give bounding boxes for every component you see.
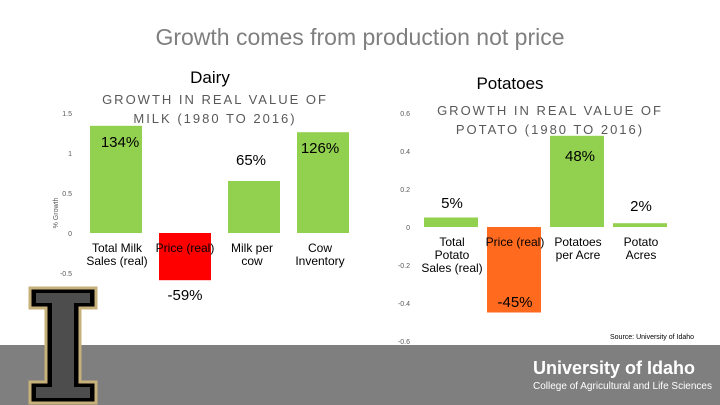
- dairy-category-label: Total Milk Sales (real): [86, 241, 147, 268]
- potato-bar-3: [550, 135, 604, 227]
- university-i-logo: [28, 286, 98, 405]
- dairy-bar-1: [90, 125, 142, 233]
- dairy-ytick-label: 1: [68, 151, 72, 158]
- dairy-chart-subtitle: GROWTH IN REAL VALUE OF MILK (1980 TO 20…: [102, 92, 328, 126]
- dairy-bar-3: [228, 181, 280, 233]
- potato-ytick-label: -0.2: [398, 263, 410, 270]
- dairy-category-label: Cow Inventory: [295, 241, 344, 268]
- potato-category-label: Total Potato Sales (real): [421, 235, 482, 275]
- dairy-category-label: Price (real): [156, 241, 215, 255]
- potato-ytick-label: 0.4: [400, 149, 410, 156]
- potato-data-label: -45%: [497, 294, 532, 311]
- potato-bar-1: [424, 217, 478, 227]
- dairy-data-label: 134%: [101, 134, 139, 151]
- potato-data-label: 48%: [565, 148, 595, 165]
- university-name: University of Idaho: [533, 358, 696, 378]
- potato-ytick-label: 0: [406, 225, 410, 232]
- potato-data-label: 5%: [441, 195, 463, 212]
- potato-chart-subtitle: GROWTH IN REAL VALUE OF POTATO (1980 TO …: [437, 103, 663, 137]
- dairy-bar-2: [159, 233, 211, 281]
- potato-ytick-label: -0.6: [398, 339, 410, 346]
- potato-category-label: Potatoes per Acre: [554, 235, 601, 262]
- potato-data-label: 2%: [630, 198, 652, 215]
- potato-bar-2: [487, 227, 541, 313]
- potato-category-label: Potato Acres: [624, 235, 659, 262]
- dairy-ytick-label: 1.5: [62, 111, 72, 118]
- potato-category-label: Price (real): [486, 235, 545, 249]
- dairy-ylabel: % Growth: [53, 198, 60, 229]
- dairy-ytick-label: -0.5: [60, 271, 72, 278]
- potato-ytick-label: -0.4: [398, 301, 410, 308]
- dairy-data-label: 65%: [236, 152, 266, 169]
- potato-ytick-label: 0.2: [400, 187, 410, 194]
- college-name: College of Agricultural and Life Science…: [533, 381, 712, 392]
- page-title: Growth comes from production not price: [155, 24, 565, 50]
- dairy-ytick-label: 0: [68, 231, 72, 238]
- potato-bar-4: [613, 223, 667, 227]
- footer-band: [0, 345, 720, 405]
- potato-chart-title: Potatoes: [476, 74, 544, 93]
- dairy-category-label: Milk per cow: [231, 241, 273, 268]
- potato-ytick-label: 0.6: [400, 111, 410, 118]
- dairy-bar-4: [297, 132, 349, 233]
- dairy-data-label: 126%: [301, 140, 339, 157]
- dairy-ytick-label: 0.5: [62, 191, 72, 198]
- source-note: Source: University of Idaho: [610, 334, 695, 341]
- dairy-data-label: -59%: [167, 287, 202, 304]
- dairy-chart-title: Dairy: [190, 68, 230, 87]
